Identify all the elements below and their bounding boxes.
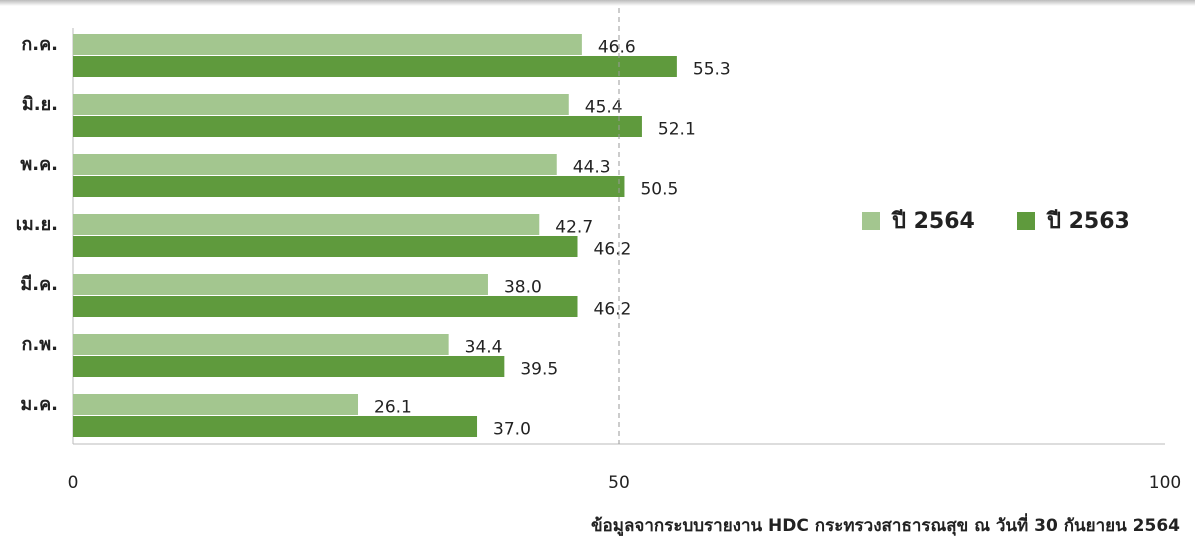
value-label: 44.3	[573, 158, 611, 178]
value-label: 50.5	[640, 180, 678, 200]
value-label: 55.3	[693, 60, 731, 80]
value-label: 46.2	[594, 300, 632, 320]
category-label: ก.พ.	[22, 334, 58, 355]
value-label: 34.4	[465, 338, 503, 358]
bar	[73, 154, 557, 175]
category-label: มิ.ย.	[22, 94, 58, 115]
category-label: มี.ค.	[20, 274, 58, 295]
bar	[73, 416, 478, 437]
value-label: 52.1	[658, 120, 696, 140]
bar	[73, 356, 505, 377]
bar	[73, 274, 488, 295]
bar	[73, 56, 677, 77]
value-label: 42.7	[555, 218, 593, 238]
bar	[73, 94, 569, 115]
value-label: 26.1	[374, 398, 412, 418]
x-tick-label: 0	[68, 473, 79, 493]
category-label: ก.ค.	[21, 34, 58, 55]
bar	[73, 214, 540, 235]
value-label: 45.4	[585, 98, 623, 118]
legend-swatch	[1017, 212, 1035, 230]
x-tick-label: 50	[608, 473, 630, 493]
category-label: พ.ค.	[20, 154, 58, 175]
legend-swatch	[862, 212, 880, 230]
legend-label: ปี 2563	[1046, 209, 1130, 234]
category-label: เม.ย.	[16, 214, 58, 235]
bar	[73, 236, 578, 257]
value-label: 46.6	[598, 38, 636, 58]
legend-label: ปี 2564	[891, 209, 975, 234]
value-label: 46.2	[594, 240, 632, 260]
bar	[73, 116, 642, 137]
value-label: 37.0	[493, 420, 531, 440]
value-label: 38.0	[504, 278, 542, 298]
value-label: 39.5	[520, 360, 558, 380]
top-band	[0, 0, 1195, 6]
x-tick-label: 100	[1149, 473, 1181, 493]
source-note: ข้อมูลจากระบบรายงาน HDC กระทรวงสาธารณสุข…	[591, 513, 1180, 537]
bar	[73, 176, 625, 197]
bar	[73, 394, 359, 415]
bar	[73, 296, 578, 317]
category-label: ม.ค.	[20, 394, 58, 415]
bar	[73, 334, 449, 355]
bar	[73, 34, 582, 55]
